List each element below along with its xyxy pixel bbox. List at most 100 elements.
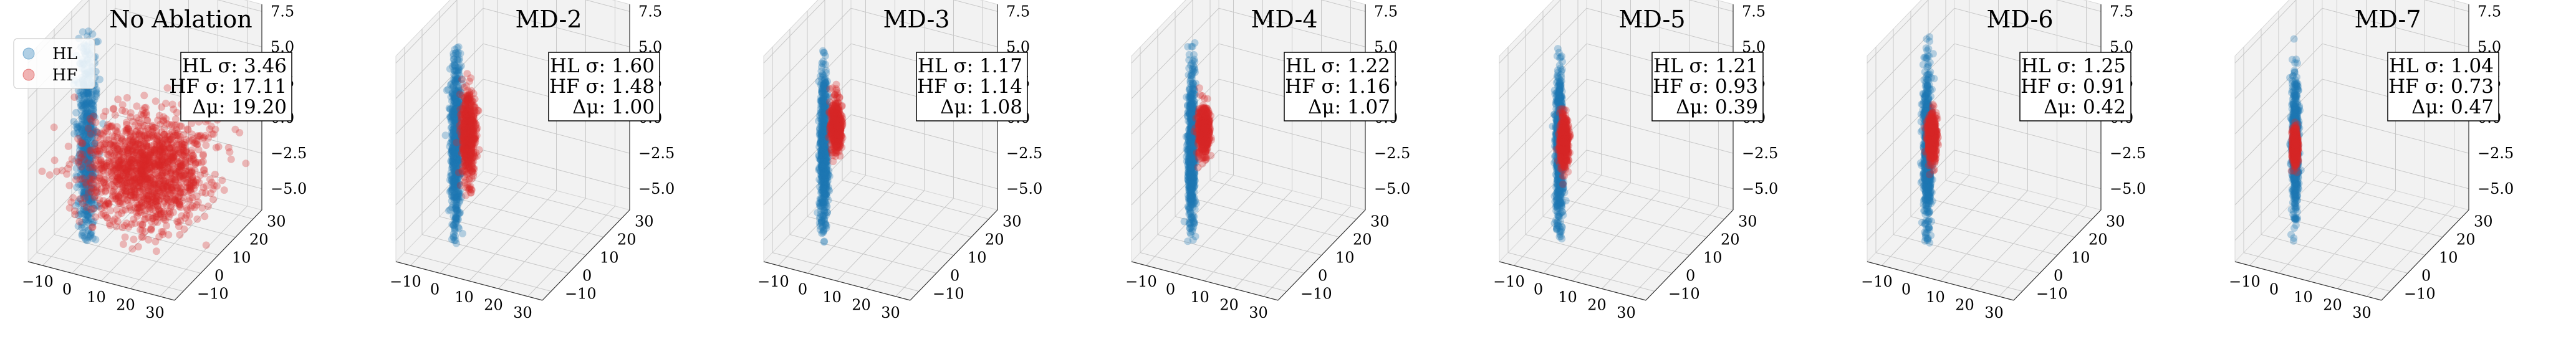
data-point — [158, 103, 166, 111]
data-point — [77, 102, 85, 109]
z-tick-label: 7.5 — [638, 2, 662, 20]
data-point — [89, 219, 97, 227]
data-point — [90, 96, 99, 104]
data-point — [73, 120, 81, 128]
data-point — [151, 97, 160, 105]
data-point — [86, 117, 94, 125]
data-point — [77, 153, 85, 161]
data-point — [95, 202, 103, 211]
data-point — [74, 197, 82, 206]
data-point — [92, 92, 100, 100]
data-point — [190, 184, 198, 193]
data-point — [82, 197, 90, 206]
data-point — [75, 151, 84, 159]
data-point — [85, 200, 92, 208]
data-point — [88, 199, 96, 207]
data-point — [85, 92, 93, 100]
data-point — [99, 129, 107, 137]
data-point — [80, 189, 89, 197]
data-point — [1191, 39, 1199, 47]
data-point — [108, 122, 116, 130]
data-point — [161, 148, 170, 156]
y-tick-label: 30 — [1370, 213, 1390, 231]
data-point — [75, 131, 84, 140]
data-point — [90, 125, 98, 133]
data-point — [85, 233, 92, 241]
data-point — [466, 153, 474, 161]
data-point — [820, 169, 828, 177]
data-point — [79, 113, 87, 121]
data-point — [818, 198, 826, 206]
data-point — [85, 145, 93, 153]
data-point — [86, 124, 94, 132]
data-point — [87, 100, 95, 108]
data-point — [124, 146, 132, 154]
data-point — [75, 146, 84, 155]
data-point — [82, 203, 90, 211]
data-point — [84, 156, 92, 164]
data-point — [102, 107, 110, 115]
data-point — [80, 189, 88, 197]
data-point — [79, 147, 87, 155]
z-tick-label: 7.5 — [1006, 2, 1030, 20]
stat-text: HF σ: 1.48 — [549, 75, 655, 98]
data-point — [84, 175, 92, 183]
data-point — [821, 52, 829, 60]
x-tick-label: 10 — [454, 288, 474, 306]
data-point — [79, 184, 87, 191]
data-point — [88, 174, 96, 182]
grid-line — [71, 216, 219, 255]
data-point — [87, 231, 95, 239]
data-point — [80, 92, 89, 100]
data-point — [78, 224, 86, 231]
data-point — [121, 184, 129, 193]
data-point — [74, 154, 82, 162]
data-point — [85, 174, 94, 183]
data-point — [81, 150, 89, 158]
data-point — [82, 126, 90, 134]
data-point — [87, 198, 95, 206]
data-point — [201, 212, 209, 221]
data-point — [80, 90, 87, 98]
data-point — [176, 122, 184, 130]
data-point — [88, 133, 96, 141]
data-point — [123, 93, 131, 102]
data-point — [90, 140, 99, 148]
data-point — [451, 214, 459, 222]
data-point — [87, 168, 95, 176]
data-point — [81, 152, 89, 160]
data-point — [453, 138, 461, 146]
data-point — [226, 148, 234, 156]
data-point — [77, 99, 85, 107]
data-point — [82, 145, 90, 153]
stat-text: Δμ: 1.00 — [572, 96, 655, 118]
z-tick-label: 7.5 — [1374, 2, 1398, 20]
data-point — [84, 32, 92, 40]
data-point — [111, 182, 119, 190]
data-point — [79, 98, 87, 107]
data-point — [84, 176, 91, 184]
data-point — [99, 120, 107, 128]
data-point — [87, 209, 95, 217]
data-point — [85, 196, 93, 204]
data-point — [79, 182, 87, 190]
data-point — [81, 129, 89, 137]
data-point — [74, 123, 82, 131]
data-point — [202, 241, 210, 249]
data-point — [92, 86, 100, 94]
data-point — [79, 178, 87, 186]
data-point — [87, 121, 95, 130]
data-point — [78, 126, 86, 134]
data-point — [155, 158, 163, 166]
data-point — [85, 169, 93, 178]
data-point — [81, 171, 89, 179]
data-point — [72, 164, 80, 173]
data-point — [83, 112, 90, 120]
data-point — [89, 168, 97, 176]
data-point — [89, 234, 97, 242]
data-point — [182, 178, 190, 186]
data-point — [96, 75, 103, 83]
data-point — [70, 118, 78, 126]
data-point — [77, 141, 85, 150]
